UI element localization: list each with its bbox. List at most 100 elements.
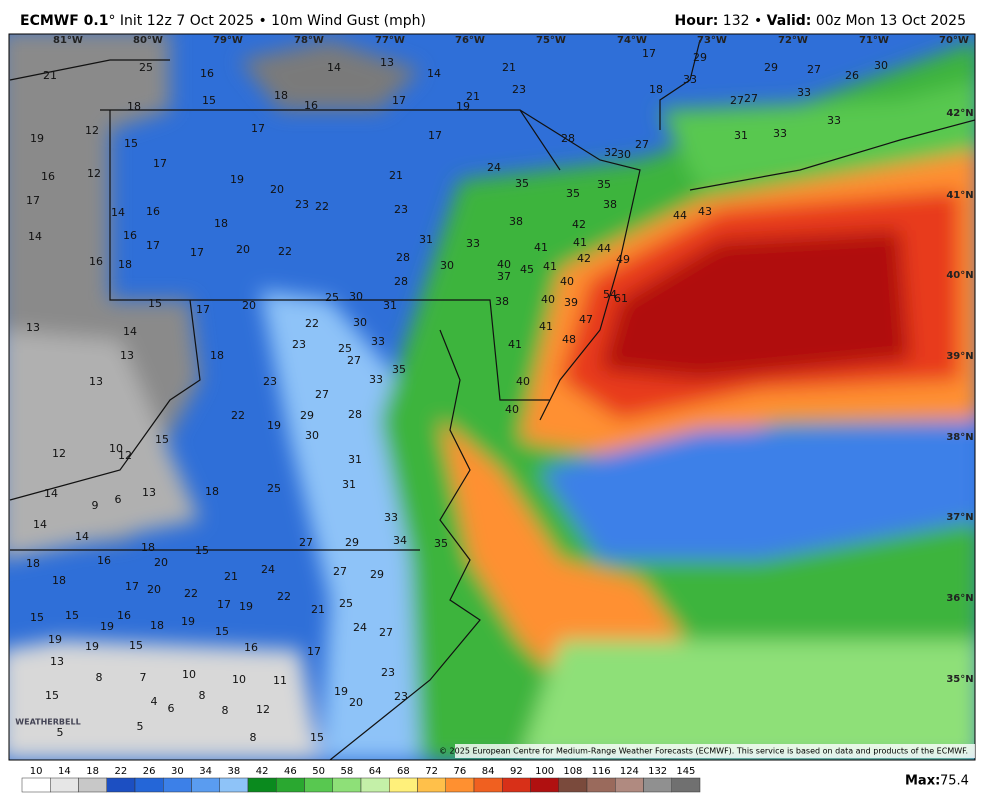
- gust-value: 35: [515, 177, 529, 190]
- gust-value: 5: [137, 720, 144, 733]
- colorbar-tick: 64: [369, 766, 382, 777]
- gust-value: 27: [635, 138, 649, 151]
- gust-value: 15: [215, 625, 229, 638]
- gust-value: 35: [392, 363, 406, 376]
- lon-label: 74°W: [617, 35, 647, 46]
- gust-value: 17: [642, 47, 656, 60]
- gust-value: 14: [75, 530, 89, 543]
- lon-label: 78°W: [294, 35, 324, 46]
- copyright-bg: [455, 744, 975, 758]
- colorbar-cell: [360, 777, 390, 793]
- gust-value: 25: [338, 342, 352, 355]
- gust-value: 10: [182, 668, 196, 681]
- gust-value: 20: [349, 696, 363, 709]
- gust-value: 21: [389, 169, 403, 182]
- gust-value: 18: [141, 541, 155, 554]
- gust-value: 30: [353, 316, 367, 329]
- gust-value: 15: [155, 433, 169, 446]
- gust-value: 16: [146, 205, 160, 218]
- gust-value: 21: [466, 90, 480, 103]
- gust-value: 18: [52, 574, 66, 587]
- colorbar-cell: [389, 777, 418, 793]
- valid-time: Hour: 132 • Valid: 00z Mon 13 Oct 2025: [675, 13, 966, 29]
- gust-value: 33: [683, 73, 697, 86]
- gust-value: 30: [305, 429, 319, 442]
- gust-value: 19: [181, 615, 195, 628]
- gust-value: 37: [497, 270, 511, 283]
- gust-value: 33: [773, 127, 787, 140]
- gust-value: 16: [117, 609, 131, 622]
- gust-value: 20: [236, 243, 250, 256]
- colorbar-tick: 58: [341, 766, 354, 777]
- gust-value: 40: [505, 403, 519, 416]
- gust-value: 18: [274, 89, 288, 102]
- colorbar-tick: 38: [228, 766, 241, 777]
- colorbar-tick: 72: [425, 766, 438, 777]
- gust-value: 5: [57, 726, 64, 739]
- map-field: [9, 34, 975, 760]
- lon-label: 71°W: [859, 35, 889, 46]
- lon-label: 75°W: [536, 35, 566, 46]
- gust-value: 25: [267, 482, 281, 495]
- gust-value: 16: [97, 554, 111, 567]
- colorbar-tick: 34: [199, 766, 212, 777]
- gust-value: 29: [693, 51, 707, 64]
- gust-value: 15: [202, 94, 216, 107]
- gust-value: 49: [616, 253, 630, 266]
- gust-value: 19: [48, 633, 62, 646]
- gust-value: 24: [487, 161, 501, 174]
- gust-value: 41: [543, 260, 557, 273]
- gust-value: 61: [614, 292, 628, 305]
- valid: 00z Mon 13 Oct 2025: [816, 13, 966, 29]
- hour: 132 •: [723, 13, 762, 29]
- gust-value: 17: [153, 157, 167, 170]
- gust-value: 28: [396, 251, 410, 264]
- gust-value: 11: [273, 674, 287, 687]
- gust-value: 22: [315, 200, 329, 213]
- copyright: © 2025 European Centre for Medium-Range …: [439, 747, 968, 756]
- gust-value: 22: [277, 590, 291, 603]
- gust-value: 48: [562, 333, 576, 346]
- gust-value: 18: [210, 349, 224, 362]
- gust-value: 14: [33, 518, 47, 531]
- gust-value: 35: [566, 187, 580, 200]
- gust-value: 25: [325, 291, 339, 304]
- colorbar-cell: [615, 777, 644, 793]
- title: ECMWF 0.1° Init 12z 7 Oct 2025 • 10m Win…: [20, 13, 426, 29]
- gust-value: 19: [334, 685, 348, 698]
- gust-value: 27: [315, 388, 329, 401]
- lon-label: 81°W: [53, 35, 83, 46]
- gust-value: 12: [85, 124, 99, 137]
- max-label: Max:: [905, 774, 940, 789]
- colorbar-tick: 84: [482, 766, 495, 777]
- gust-value: 18: [118, 258, 132, 271]
- gust-value: 35: [597, 178, 611, 191]
- logo: WEATHERBELL: [15, 718, 80, 727]
- gust-value: 28: [394, 275, 408, 288]
- gust-value: 22: [184, 587, 198, 600]
- lon-label: 77°W: [375, 35, 405, 46]
- colorbar-cell: [502, 777, 531, 793]
- gust-value: 31: [734, 129, 748, 142]
- gust-value: 17: [392, 94, 406, 107]
- gust-value: 12: [118, 449, 132, 462]
- gust-value: 13: [380, 56, 394, 69]
- colorbar-cell: [643, 777, 672, 793]
- gust-value: 15: [124, 137, 138, 150]
- lon-label: 70°W: [939, 35, 969, 46]
- lat-label: 41°N: [946, 190, 973, 201]
- gust-value: 13: [26, 321, 40, 334]
- gust-value: 18: [205, 485, 219, 498]
- gust-value: 7: [140, 671, 147, 684]
- gust-value: 9: [92, 499, 99, 512]
- gust-value: 19: [239, 600, 253, 613]
- gust-value: 33: [384, 511, 398, 524]
- gust-value: 17: [307, 645, 321, 658]
- gust-value: 27: [807, 63, 821, 76]
- colorbar-cell: [247, 777, 277, 793]
- gust-value: 17: [251, 122, 265, 135]
- colorbar-tick: 46: [284, 766, 297, 777]
- map-frame: [8, 33, 976, 761]
- gust-value: 38: [495, 295, 509, 308]
- gust-value: 21: [224, 570, 238, 583]
